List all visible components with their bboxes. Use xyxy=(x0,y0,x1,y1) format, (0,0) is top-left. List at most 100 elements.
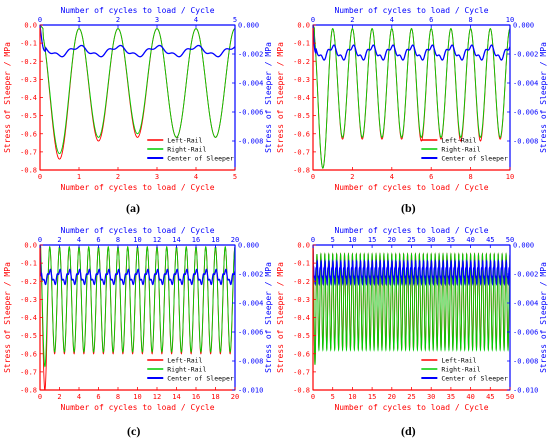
y-tick-label-left: -0.7 xyxy=(293,148,310,156)
y-tick-label-left: -0.7 xyxy=(20,368,37,376)
series-line-right-rail xyxy=(313,245,510,365)
series-line-center-of-sleeper xyxy=(40,245,235,286)
y-tick-label-left: -0.3 xyxy=(293,76,310,84)
x-tick-label-bottom: 0 xyxy=(38,393,42,401)
chart-panel-1: 0 0 1 1 2 2 3 3 4 4 5 5 0.0 -0.1 -0.2 -0.3 -0.4 -0.5 -0.6 -… xyxy=(3,6,273,192)
x-tick-label-top: 2 xyxy=(350,16,354,24)
y-tick-label-right: 0.000 xyxy=(238,22,259,30)
x-tick-label-bottom: 6 xyxy=(429,173,433,181)
x-tick-label-top: 8 xyxy=(468,16,472,24)
y-tick-label-right: -0.008 xyxy=(513,358,538,366)
x-tick-label-bottom: 16 xyxy=(192,393,200,401)
x-tick-label-bottom: 30 xyxy=(427,393,435,401)
y-tick-label-left: -0.5 xyxy=(20,112,37,120)
y-tick-label-left: 0.0 xyxy=(297,242,310,250)
series-line-center-of-sleeper xyxy=(313,25,510,61)
series-lines xyxy=(40,25,235,160)
y-tick-label-left: -0.3 xyxy=(20,296,37,304)
x-tick-label-top: 10 xyxy=(348,236,356,244)
x-tick-label-top: 0 xyxy=(38,236,42,244)
y-tick-label-left: -0.8 xyxy=(293,167,310,175)
x-tick-label-bottom: 50 xyxy=(506,393,514,401)
y-axis-label-left: Stress of Sleeper / MPa xyxy=(276,42,285,153)
y-tick-label-right: 0.000 xyxy=(238,242,259,250)
y-tick-label-left: -0.8 xyxy=(293,387,310,395)
x-tick-label-bottom: 2 xyxy=(350,173,354,181)
y-tick-label-left: -0.1 xyxy=(293,40,310,48)
x-tick-label-top: 2 xyxy=(57,236,61,244)
y-axis-label-right: Stress of Sleeper / MPa xyxy=(264,262,273,373)
x-tick-label-bottom: 5 xyxy=(331,393,335,401)
x-axis-label-bottom: Number of cycles to load / Cycle xyxy=(60,183,214,192)
y-tick-label-left: -0.1 xyxy=(20,40,37,48)
x-tick-label-top: 6 xyxy=(96,236,100,244)
y-axis-label-right: Stress of Sleeper / MPa xyxy=(539,262,548,373)
x-tick-label-top: 3 xyxy=(155,16,159,24)
y-tick-label-right: -0.002 xyxy=(238,51,263,59)
x-tick-label-top: 15 xyxy=(368,236,376,244)
chart-panel-2: 0 0 2 2 4 4 6 6 8 8 10 10 0.0 -0.1 -0.2 -0.3 -0.4 -0.5 -0.… xyxy=(276,6,548,192)
y-tick-label-left: -0.5 xyxy=(293,332,310,340)
x-tick-label-bottom: 4 xyxy=(77,393,81,401)
y-tick-label-right: -0.002 xyxy=(513,271,538,279)
y-tick-label-left: -0.3 xyxy=(20,76,37,84)
x-axis-label-top: Number of cycles to load / Cycle xyxy=(334,226,488,235)
legend-entry: Right-Rail xyxy=(441,366,480,374)
legend-entry: Right-Rail xyxy=(167,366,206,374)
x-tick-label-top: 8 xyxy=(116,236,120,244)
y-tick-label-left: -0.7 xyxy=(20,148,37,156)
x-axis-label-bottom: Number of cycles to load / Cycle xyxy=(60,403,214,412)
x-tick-label-bottom: 4 xyxy=(390,173,394,181)
y-tick-label-left: -0.6 xyxy=(20,350,37,358)
panel-label-d: (d) xyxy=(401,424,416,438)
y-tick-label-right: -0.006 xyxy=(513,329,538,337)
y-tick-label-right: 0.000 xyxy=(513,242,534,250)
y-tick-label-right: -0.006 xyxy=(238,329,263,337)
y-tick-label-left: -0.5 xyxy=(293,112,310,120)
x-tick-label-bottom: 35 xyxy=(447,393,455,401)
y-tick-label-left: -0.5 xyxy=(20,332,37,340)
y-tick-label-right: -0.010 xyxy=(513,387,538,395)
x-tick-label-top: 20 xyxy=(388,236,396,244)
x-tick-label-top: 6 xyxy=(429,16,433,24)
x-tick-label-top: 16 xyxy=(192,236,200,244)
y-tick-label-right: -0.006 xyxy=(513,109,538,117)
legend-entry: Left-Rail xyxy=(167,137,202,145)
legend-entry: Center of Sleeper xyxy=(167,155,234,163)
x-tick-label-top: 50 xyxy=(506,236,514,244)
y-tick-label-left: -0.8 xyxy=(20,167,37,175)
series-line-center-of-sleeper xyxy=(313,245,510,286)
chart-panel-3: 0 0 2 2 4 4 6 6 8 8 10 10 12 12 14 14 16 16 18 18 20 20 0.0 -0.… xyxy=(3,226,273,412)
series-line-right-rail xyxy=(40,245,235,368)
y-tick-label-right: -0.010 xyxy=(238,387,263,395)
y-axis-label-left: Stress of Sleeper / MPa xyxy=(3,262,12,373)
x-tick-label-top: 4 xyxy=(77,236,81,244)
legend-entry: Center of Sleeper xyxy=(441,155,508,163)
y-axis-label-left: Stress of Sleeper / MPa xyxy=(3,42,12,153)
x-tick-label-top: 18 xyxy=(211,236,219,244)
series-line-center-of-sleeper xyxy=(40,25,235,58)
chart-panel-4: 0 0 5 5 10 10 15 15 20 20 25 25 30 30 35 35 40 40 45 45 50 50… xyxy=(276,226,548,412)
x-tick-label-top: 0 xyxy=(311,16,315,24)
x-tick-label-bottom: 20 xyxy=(388,393,396,401)
x-tick-label-bottom: 25 xyxy=(407,393,415,401)
y-tick-label-left: -0.1 xyxy=(20,260,37,268)
y-tick-label-left: 0.0 xyxy=(24,22,37,30)
x-tick-label-top: 5 xyxy=(233,16,237,24)
x-tick-label-top: 35 xyxy=(447,236,455,244)
y-tick-label-left: -0.4 xyxy=(20,94,37,102)
y-tick-label-left: -0.2 xyxy=(20,58,37,66)
y-tick-label-left: -0.2 xyxy=(293,278,310,286)
series-lines xyxy=(313,25,510,169)
legend-entry: Right-Rail xyxy=(441,146,480,154)
x-tick-label-top: 2 xyxy=(116,16,120,24)
legend-entry: Center of Sleeper xyxy=(441,375,508,383)
series-lines xyxy=(313,245,510,365)
x-tick-label-top: 25 xyxy=(407,236,415,244)
x-tick-label-bottom: 2 xyxy=(57,393,61,401)
x-tick-label-top: 5 xyxy=(331,236,335,244)
x-tick-label-bottom: 5 xyxy=(233,173,237,181)
y-tick-label-left: 0.0 xyxy=(297,22,310,30)
